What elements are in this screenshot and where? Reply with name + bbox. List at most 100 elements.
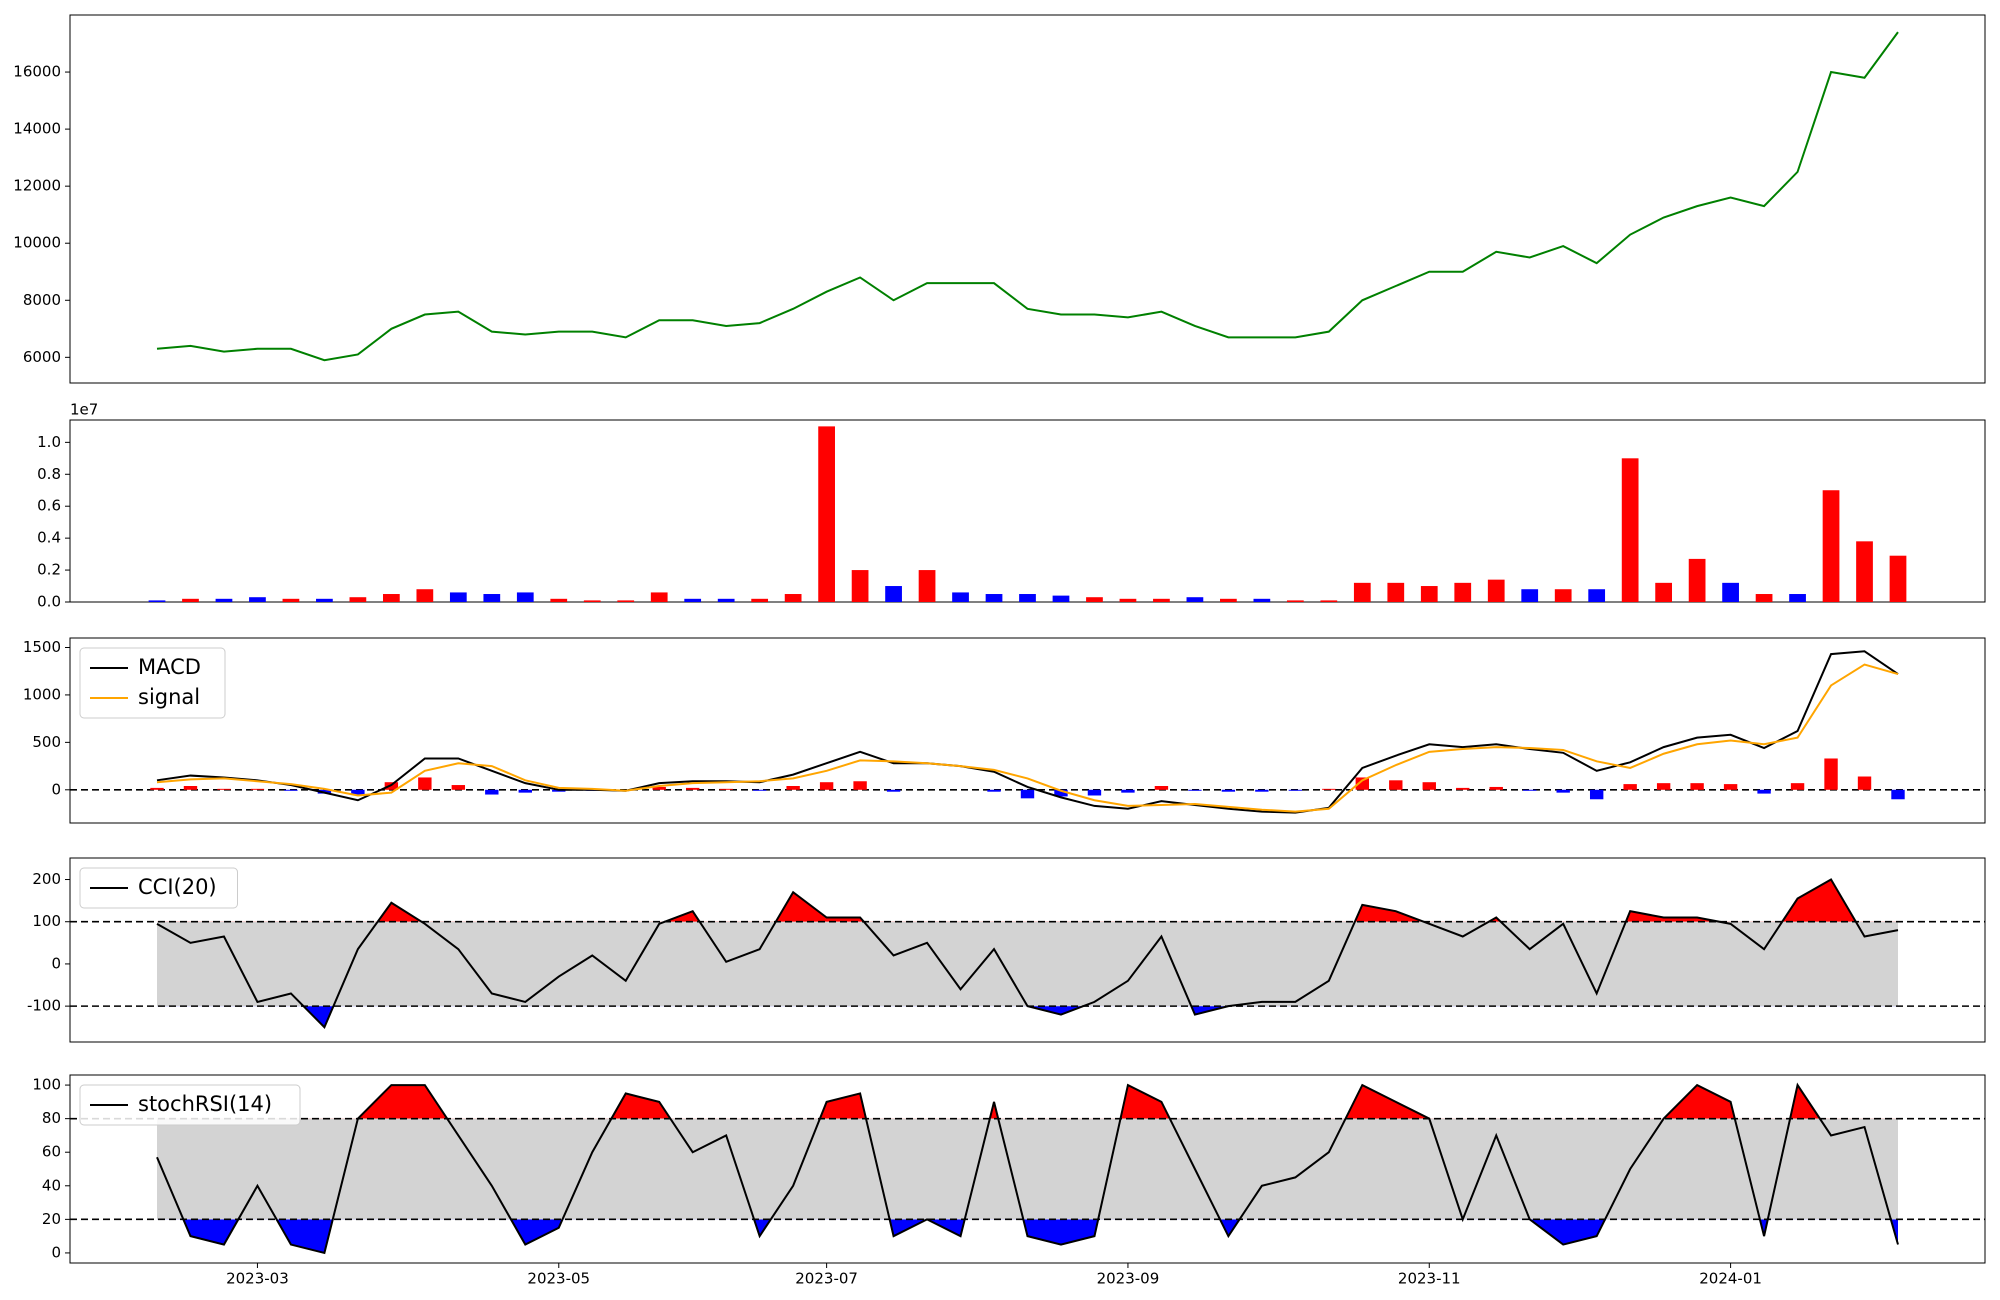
series-line [156, 1082, 1899, 1255]
volume-bar [382, 594, 400, 602]
plot-frame [69, 1074, 1986, 1264]
y-tick-label: 100 [32, 912, 61, 930]
histogram-bar [1757, 789, 1771, 794]
above-fill [157, 1085, 1898, 1119]
volume-bar [249, 597, 266, 602]
histogram-bar [1723, 784, 1738, 790]
y-tick-label: 14000 [13, 120, 61, 138]
y-tick-label: 60 [42, 1143, 61, 1161]
volume-bar [1454, 582, 1472, 602]
histogram-bar [485, 789, 499, 795]
y-tick-label: 0.4 [37, 529, 61, 547]
histogram-bar [1355, 777, 1370, 790]
histogram-bar [284, 789, 298, 791]
histogram-bar [1790, 783, 1805, 790]
y-tick-label: 20 [42, 1210, 61, 1228]
y-tick-label: 6000 [23, 348, 61, 366]
volume-bar [1420, 586, 1438, 602]
volume-bar [1119, 598, 1137, 602]
histogram-bar [1121, 789, 1135, 793]
histogram-bar [1690, 783, 1704, 790]
volume-bar [1019, 594, 1036, 602]
legend-label: stochRSI(14) [138, 1092, 272, 1116]
legend-label: signal [138, 685, 200, 709]
y-tick-label: 0 [51, 954, 61, 972]
histogram-bar [1857, 776, 1872, 790]
plot-frame [69, 637, 1986, 824]
histogram-bar [652, 786, 666, 790]
y-tick-label: 200 [32, 870, 61, 888]
histogram-bar [150, 787, 164, 790]
series-line [156, 878, 1899, 1029]
volume-bar [583, 600, 601, 602]
plot-frame [69, 857, 1986, 1043]
histogram-bar [518, 789, 532, 793]
y-tick-label: 8000 [23, 291, 61, 309]
volume-bar [182, 598, 199, 602]
histogram-bar [685, 787, 700, 790]
histogram-bar [1456, 787, 1470, 790]
volume-bar [1220, 598, 1237, 602]
volume-bar [449, 592, 467, 602]
y-tick-label: -100 [27, 997, 61, 1015]
y-tick-label: 1000 [23, 685, 61, 703]
legend-box [79, 867, 238, 909]
neutral-band [157, 1118, 1898, 1220]
volume-bar [684, 598, 702, 602]
histogram-bar [1489, 786, 1503, 790]
x-tick-label: 2023-03 [226, 1270, 289, 1288]
histogram-bar [451, 785, 466, 790]
offset-label: 1e7 [70, 401, 98, 419]
volume-bar [1153, 598, 1170, 602]
volume-bar [784, 594, 802, 602]
volume-bar [316, 598, 333, 602]
y-tick-label: 12000 [13, 177, 61, 195]
histogram-bar [250, 788, 265, 790]
plot-frame [69, 14, 1986, 384]
histogram-bar [719, 788, 733, 790]
volume-bar [483, 594, 501, 602]
series-line [156, 663, 1899, 813]
histogram-bar [1322, 788, 1336, 790]
volume-bar [1856, 541, 1873, 602]
neutral-band [157, 921, 1898, 1007]
histogram-bar [1054, 789, 1068, 797]
histogram-bar [217, 788, 231, 790]
y-tick-label: 10000 [13, 234, 61, 252]
volume-bar [1889, 555, 1907, 602]
legend-label: CCI(20) [138, 875, 217, 899]
legend: stochRSI(14) [79, 1084, 301, 1126]
y-tick-label: 40 [42, 1176, 61, 1194]
y-tick-label: 1.0 [37, 433, 61, 451]
volume-bar [349, 597, 367, 602]
x-tick-label: 2023-09 [1097, 1270, 1160, 1288]
volume-bar [1588, 589, 1606, 602]
y-tick-label: 0.2 [37, 561, 61, 579]
volume-bar [985, 594, 1003, 602]
volume-bar [918, 570, 936, 602]
y-tick-label: 500 [32, 733, 61, 751]
volume-bar [751, 598, 769, 602]
y-tick-label: 0.8 [37, 465, 61, 483]
volume-bar [1722, 582, 1739, 602]
volume-bar [516, 592, 534, 602]
volume-bar [717, 598, 735, 602]
histogram-bar [752, 789, 767, 791]
volume-bar [1755, 594, 1773, 602]
legend: MACD signal [79, 647, 226, 719]
histogram-bar [1389, 780, 1403, 790]
histogram-bar [1824, 758, 1838, 790]
histogram-bar [1556, 789, 1570, 793]
volume-bar [1487, 579, 1505, 602]
histogram-bar [1422, 782, 1436, 790]
volume-bar [282, 598, 300, 602]
y-tick-label: 16000 [13, 63, 61, 81]
volume-bar [952, 592, 969, 602]
histogram-bar [1154, 786, 1169, 790]
volume-bar [818, 426, 835, 602]
y-tick-label: 80 [42, 1109, 61, 1127]
volume-bar [851, 570, 869, 602]
volume-bar [550, 598, 568, 602]
volume-bar [650, 592, 668, 602]
